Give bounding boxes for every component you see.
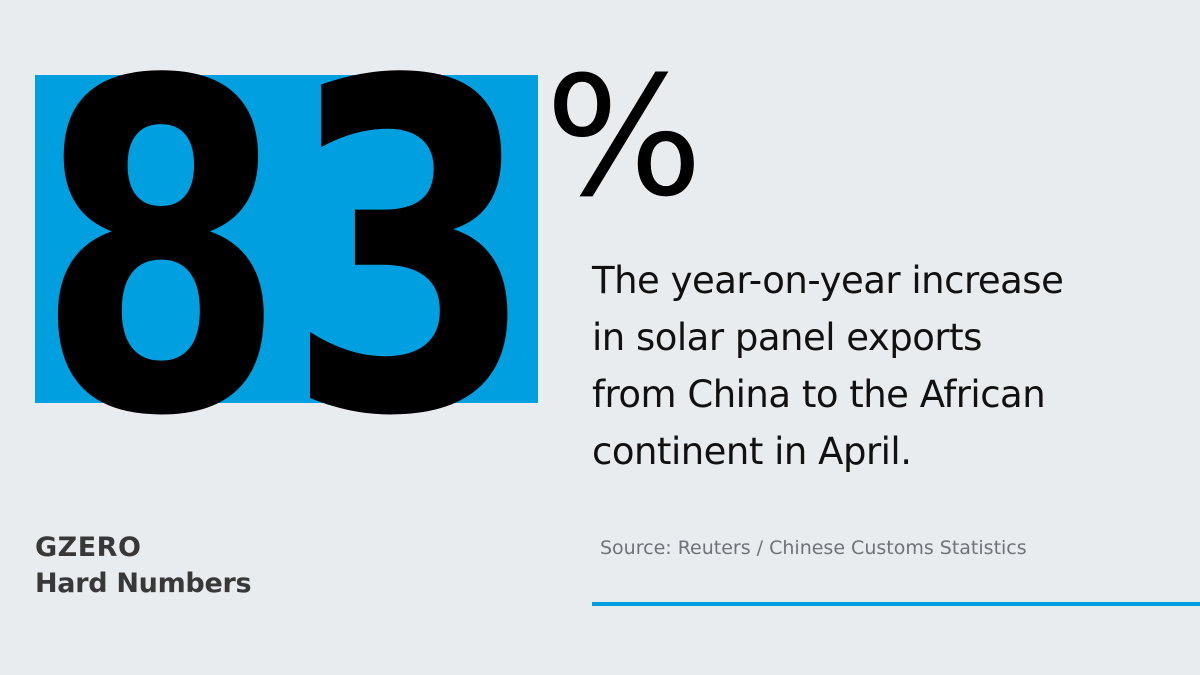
stat-highlight-box [35, 75, 538, 403]
stat-description: The year-on-year increase in solar panel… [592, 252, 1172, 480]
brand-logo: GZERO [35, 532, 142, 563]
description-line: The year-on-year increase [592, 259, 1064, 302]
source-credit: Source: Reuters / Chinese Customs Statis… [600, 537, 1027, 559]
stat-number: 83 [36, 0, 536, 516]
brand-block: GZERO Hard Numbers [35, 530, 252, 602]
source-underline [592, 602, 1200, 606]
brand-series-title: Hard Numbers [35, 568, 252, 599]
stat-unit: % [545, 68, 703, 208]
description-line: from China to the African [592, 373, 1046, 416]
stat-number-text: 83 [36, 0, 536, 516]
description-line: continent in April. [592, 430, 912, 473]
stat-unit-text: % [545, 68, 703, 208]
description-line: in solar panel exports [592, 316, 982, 359]
